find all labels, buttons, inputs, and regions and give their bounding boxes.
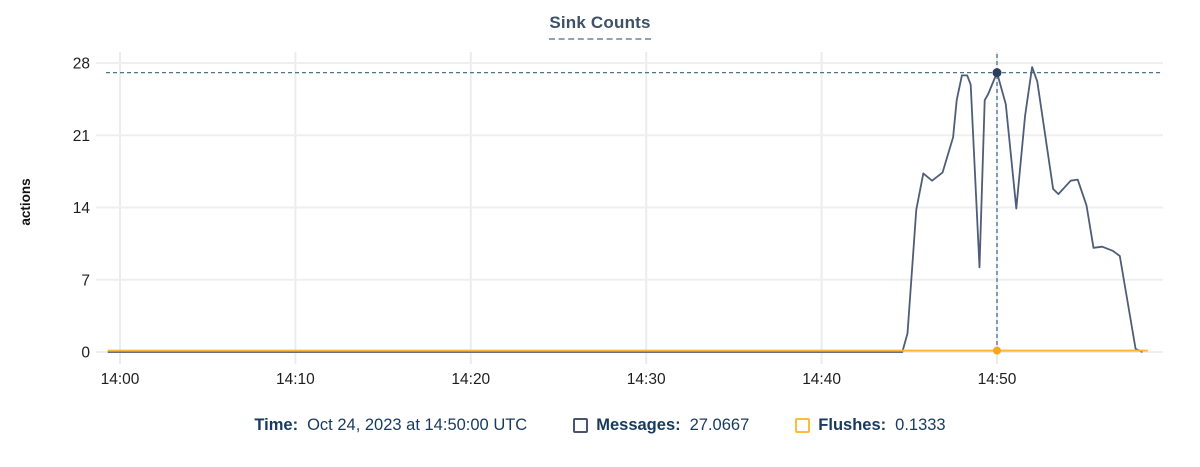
- series-line-messages: [107, 66, 1143, 353]
- chart-title[interactable]: Sink Counts: [549, 13, 651, 40]
- x-tick-label: 14:50: [978, 371, 1017, 388]
- y-axis-title: actions: [18, 178, 33, 225]
- flushes-swatch-icon[interactable]: [795, 418, 811, 433]
- y-tick-label: 28: [73, 56, 90, 73]
- y-tick-label: 14: [73, 200, 91, 217]
- flushes-value: 0.1333: [895, 416, 946, 434]
- hover-tooltip-legend: Time: Oct 24, 2023 at 14:50:00 UTC Messa…: [0, 416, 1200, 435]
- y-tick-label: 7: [81, 272, 90, 289]
- y-tick-label: 0: [81, 345, 90, 362]
- tooltip-time-value: Oct 24, 2023 at 14:50:00 UTC: [307, 416, 528, 434]
- chart-plot-area[interactable]: 14:00 14:10 14:20 14:30 14:40 14:50 0 7 14 21 28 ac…: [0, 0, 1200, 410]
- flushes-hover-marker: [993, 346, 1001, 355]
- tooltip-time: Time: Oct 24, 2023 at 14:50:00 UTC: [254, 416, 527, 435]
- y-tick-label: 21: [73, 128, 90, 145]
- x-tick-label: 14:30: [627, 371, 666, 388]
- legend-item-messages[interactable]: Messages: 27.0667: [573, 416, 749, 435]
- x-tick-label: 14:40: [802, 371, 841, 388]
- flushes-label: Flushes:: [818, 416, 887, 434]
- x-tick-label: 14:10: [276, 371, 315, 388]
- legend-item-flushes[interactable]: Flushes: 0.1333: [795, 416, 946, 435]
- x-tick-label: 14:20: [451, 371, 490, 388]
- chart-title-wrap: Sink Counts: [0, 13, 1200, 40]
- messages-value: 27.0667: [689, 416, 750, 434]
- messages-hover-marker: [992, 68, 1002, 78]
- messages-label: Messages:: [596, 416, 681, 434]
- tooltip-time-label: Time:: [254, 416, 299, 434]
- x-tick-label: 14:00: [101, 371, 140, 388]
- messages-swatch-icon[interactable]: [573, 418, 589, 433]
